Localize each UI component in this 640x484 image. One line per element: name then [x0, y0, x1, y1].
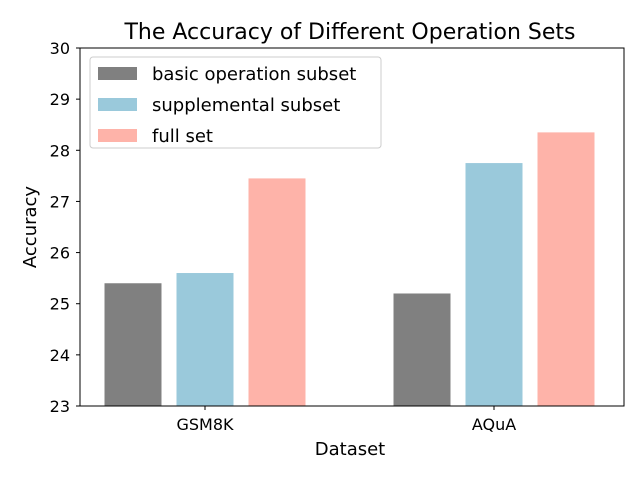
- x-axis-label: Dataset: [315, 439, 386, 460]
- legend-swatch: [98, 98, 137, 111]
- legend-label: basic operation subset: [152, 64, 356, 85]
- legend: basic operation subset supplemental subse…: [89, 56, 382, 149]
- plot-frame: [79, 47, 625, 407]
- x-tick-label: AQuA: [472, 415, 516, 434]
- legend-label: full set: [152, 126, 213, 147]
- legend-swatch: [98, 129, 137, 142]
- legend-label: supplemental subset: [152, 95, 340, 116]
- bar-aqua-series-1: [465, 163, 523, 406]
- y-tick-label: 30: [50, 39, 70, 58]
- legend-frame: [89, 56, 382, 149]
- y-tick-label: 29: [50, 90, 70, 109]
- bar-gsm8k-series-2: [248, 178, 306, 406]
- y-tick-label: 27: [50, 192, 70, 211]
- y-axis-label: Accuracy: [20, 186, 41, 269]
- bar-gsm8k-series-1: [176, 273, 234, 406]
- y-tick-label: 26: [50, 244, 70, 263]
- y-tick-label: 25: [50, 295, 70, 314]
- chart-title: The Accuracy of Different Operation Sets: [123, 20, 575, 45]
- y-tick-label: 28: [50, 141, 70, 160]
- bar-aqua-series-2: [537, 132, 595, 406]
- legend-swatch: [98, 67, 137, 80]
- y-tick-label: 24: [50, 346, 70, 365]
- x-tick-label: GSM8K: [176, 415, 234, 434]
- bar-aqua-series-0: [393, 293, 451, 406]
- bar-gsm8k-series-0: [104, 283, 162, 406]
- y-tick-label: 23: [50, 397, 70, 416]
